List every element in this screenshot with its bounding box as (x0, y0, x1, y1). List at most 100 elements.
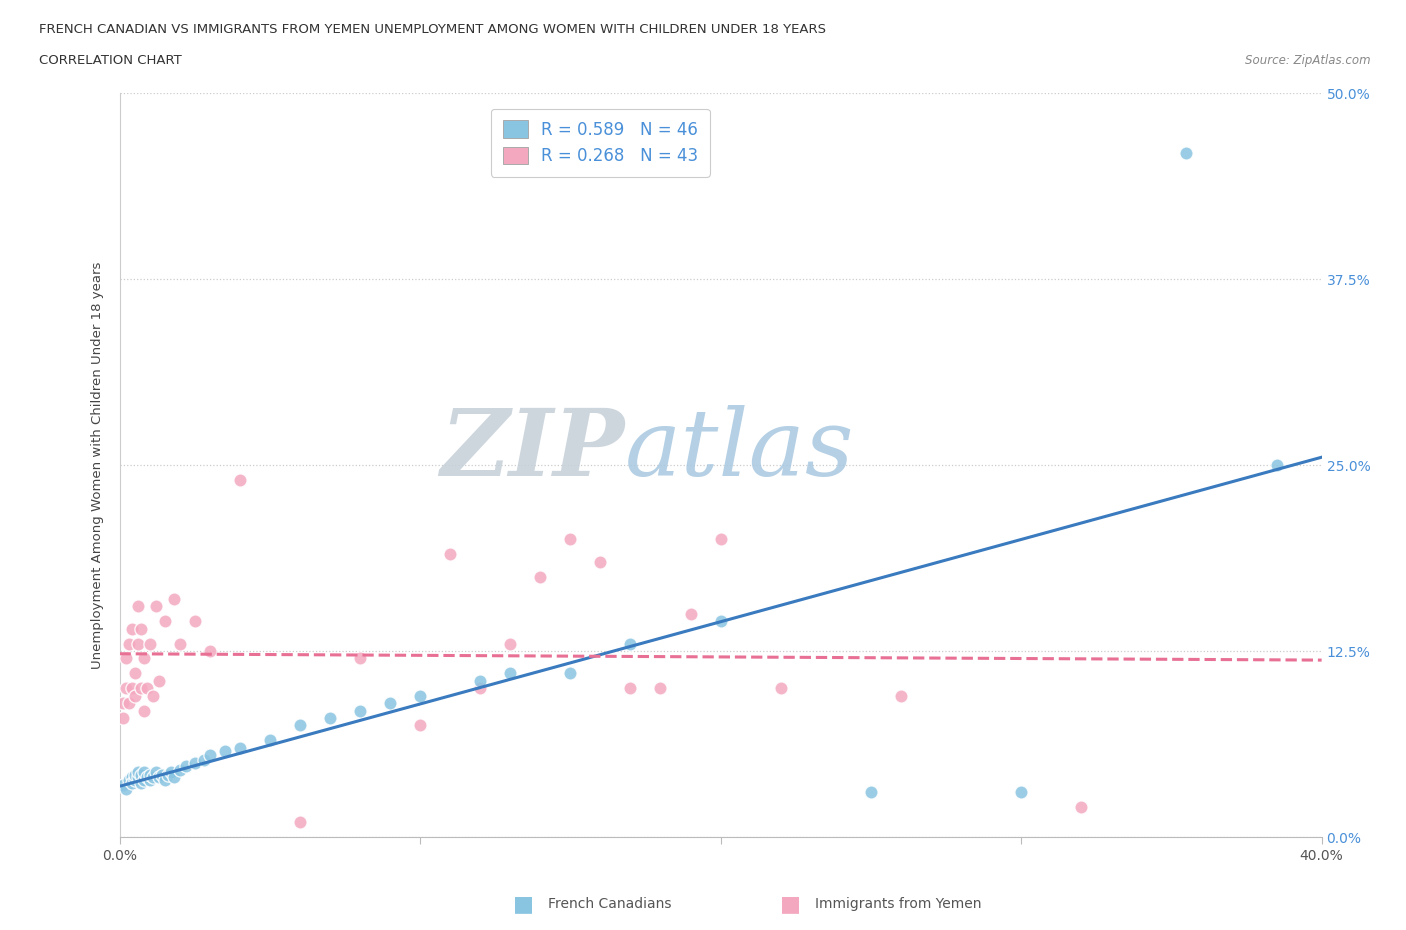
Point (145, 764, 167, 779)
Text: CORRELATION CHART: CORRELATION CHART (39, 54, 183, 67)
Point (499, 636, 522, 651)
Point (138, 773, 160, 788)
Point (135, 770, 157, 785)
Point (135, 681, 157, 696)
Y-axis label: Unemployment Among Women with Children Under 18 years: Unemployment Among Women with Children U… (90, 261, 104, 669)
Point (468, 673, 492, 688)
Point (378, 696, 401, 711)
Point (156, 767, 179, 782)
Point (132, 651, 155, 666)
Point (228, 472, 252, 487)
Point (129, 767, 152, 782)
Point (159, 764, 181, 779)
Point (319, 711, 342, 725)
Point (114, 681, 136, 696)
Point (589, 554, 612, 569)
Point (679, 606, 702, 621)
Point (169, 763, 191, 777)
Point (169, 636, 191, 651)
Point (183, 755, 205, 770)
Point (890, 688, 912, 703)
Text: ■: ■ (513, 894, 534, 914)
Point (409, 718, 432, 733)
Point (138, 767, 160, 782)
Point (127, 770, 149, 785)
Point (288, 718, 311, 733)
Point (117, 696, 139, 711)
Point (129, 681, 152, 696)
Point (650, 681, 672, 696)
Point (198, 748, 221, 763)
Point (769, 681, 792, 696)
Point (499, 666, 522, 681)
Point (228, 740, 252, 755)
Point (150, 767, 173, 782)
Point (619, 636, 641, 651)
Point (148, 673, 170, 688)
Point (198, 644, 221, 658)
Point (288, 815, 311, 830)
Point (124, 666, 146, 681)
Point (1175, 145, 1198, 160)
Point (132, 764, 155, 779)
Point (114, 651, 136, 666)
Text: Source: ZipAtlas.com: Source: ZipAtlas.com (1246, 54, 1371, 67)
Point (127, 636, 149, 651)
Point (709, 532, 731, 547)
Point (409, 688, 432, 703)
Point (1265, 458, 1288, 472)
Point (117, 636, 139, 651)
Point (121, 681, 143, 696)
Point (193, 752, 215, 767)
Point (148, 770, 170, 785)
Point (174, 758, 197, 773)
Point (121, 621, 143, 636)
Point (114, 782, 136, 797)
Text: FRENCH CANADIAN VS IMMIGRANTS FROM YEMEN UNEMPLOYMENT AMONG WOMEN WITH CHILDREN : FRENCH CANADIAN VS IMMIGRANTS FROM YEMEN… (39, 23, 827, 36)
Text: ■: ■ (780, 894, 801, 914)
Point (124, 688, 146, 703)
Legend: R = 0.589   N = 46, R = 0.268   N = 43: R = 0.589 N = 46, R = 0.268 N = 43 (491, 109, 710, 177)
Point (1070, 800, 1092, 815)
Point (153, 614, 176, 629)
Point (138, 636, 160, 651)
Point (111, 777, 134, 792)
Point (124, 767, 146, 782)
Point (121, 776, 143, 790)
Point (127, 599, 149, 614)
Text: atlas: atlas (624, 405, 853, 495)
Point (468, 681, 492, 696)
Point (162, 591, 184, 606)
Point (111, 711, 134, 725)
Point (1010, 785, 1032, 800)
Point (124, 773, 146, 788)
Point (132, 703, 155, 718)
Point (162, 770, 184, 785)
Point (709, 614, 731, 629)
Point (560, 666, 582, 681)
Point (560, 532, 582, 547)
Point (259, 733, 281, 748)
Point (142, 770, 165, 785)
Text: French Canadians: French Canadians (548, 897, 672, 911)
Text: Immigrants from Yemen: Immigrants from Yemen (815, 897, 981, 911)
Point (619, 681, 641, 696)
Point (183, 614, 205, 629)
Point (127, 764, 149, 779)
Point (349, 651, 371, 666)
Point (121, 770, 143, 785)
Point (129, 776, 152, 790)
Point (349, 703, 371, 718)
Point (111, 696, 134, 711)
Point (439, 547, 461, 562)
Point (142, 688, 165, 703)
Point (117, 773, 139, 788)
Point (129, 621, 152, 636)
Text: ZIP: ZIP (440, 405, 624, 495)
Point (529, 569, 551, 584)
Point (132, 773, 155, 788)
Point (859, 785, 882, 800)
Point (145, 599, 167, 614)
Point (214, 743, 236, 758)
Point (153, 773, 176, 788)
